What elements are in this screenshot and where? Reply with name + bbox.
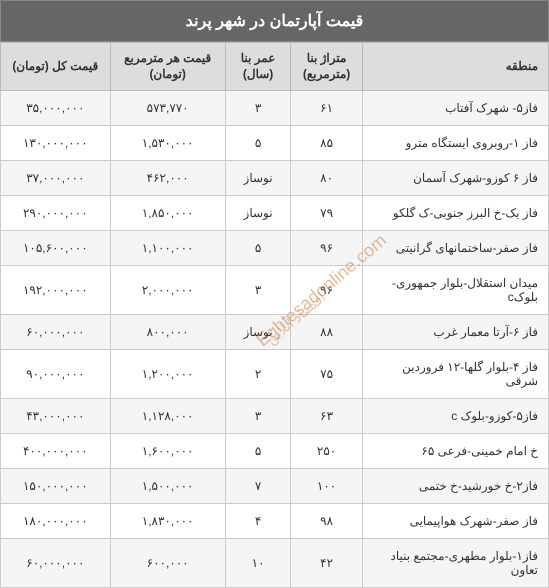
cell-area: ۴۲ bbox=[291, 539, 362, 588]
cell-area: ۸۸ bbox=[291, 315, 362, 350]
cell-price-sqm: ۱,۸۵۰,۰۰۰ bbox=[110, 196, 225, 231]
cell-total-price: ۴۰۰,۰۰۰,۰۰۰ bbox=[1, 434, 111, 469]
cell-region: فاز ۴-بلوار گلها-۱۲ فروردین شرقی bbox=[362, 350, 548, 399]
cell-total-price: ۳۷,۰۰۰,۰۰۰ bbox=[1, 161, 111, 196]
cell-age: ۱۰ bbox=[225, 539, 291, 588]
cell-region: فاز۵-کوزو-بلوک c bbox=[362, 399, 548, 434]
cell-region: فاز۵- شهرک آفتاب bbox=[362, 91, 548, 126]
cell-price-sqm: ۲,۰۰۰,۰۰۰ bbox=[110, 266, 225, 315]
header-region: منطقه bbox=[362, 43, 548, 91]
cell-age: ۳ bbox=[225, 91, 291, 126]
cell-area: ۹۶ bbox=[291, 231, 362, 266]
table-row: فاز۵- شهرک آفتاب۶۱۳۵۷۳,۷۷۰۳۵,۰۰۰,۰۰۰ bbox=[1, 91, 549, 126]
table-row: فاز ۱-روبروی ایستگاه مترو۸۵۵۱,۵۳۰,۰۰۰۱۳۰… bbox=[1, 126, 549, 161]
cell-price-sqm: ۵۷۳,۷۷۰ bbox=[110, 91, 225, 126]
cell-total-price: ۱۳۰,۰۰۰,۰۰۰ bbox=[1, 126, 111, 161]
cell-area: ۹۶ bbox=[291, 266, 362, 315]
cell-region: فاز صفر-ساختمانهای گرانیتی bbox=[362, 231, 548, 266]
table-row: فاز۲-خ خورشید-خ ختمی۱۰۰۷۱,۵۰۰,۰۰۰۱۵۰,۰۰۰… bbox=[1, 469, 549, 504]
cell-age: ۵ bbox=[225, 231, 291, 266]
cell-area: ۹۸ bbox=[291, 504, 362, 539]
cell-age: ۳ bbox=[225, 399, 291, 434]
header-age: عمر بنا (سال) bbox=[225, 43, 291, 91]
header-area: متراژ بنا (مترمربع) bbox=[291, 43, 362, 91]
table-row: فاز صفر-ساختمانهای گرانیتی۹۶۵۱,۱۰۰,۰۰۰۱۰… bbox=[1, 231, 549, 266]
cell-area: ۷۵ bbox=[291, 350, 362, 399]
cell-price-sqm: ۶۰۰,۰۰۰ bbox=[110, 539, 225, 588]
cell-area: ۸۰ bbox=[291, 161, 362, 196]
table-title: قیمت آپارتمان در شهر پرند bbox=[0, 0, 549, 42]
cell-total-price: ۶۰,۰۰۰,۰۰۰ bbox=[1, 315, 111, 350]
cell-age: ۵ bbox=[225, 126, 291, 161]
cell-total-price: ۱۵۰,۰۰۰,۰۰۰ bbox=[1, 469, 111, 504]
table-row: فاز ۶ کوزو-شهرک آسمان۸۰نوساز۴۶۲,۰۰۰۳۷,۰۰… bbox=[1, 161, 549, 196]
cell-area: ۶۱ bbox=[291, 91, 362, 126]
cell-area: ۲۵۰ bbox=[291, 434, 362, 469]
cell-area: ۶۳ bbox=[291, 399, 362, 434]
cell-total-price: ۹۰,۰۰۰,۰۰۰ bbox=[1, 350, 111, 399]
cell-total-price: ۳۵,۰۰۰,۰۰۰ bbox=[1, 91, 111, 126]
cell-age: نوساز bbox=[225, 315, 291, 350]
table-row: میدان استقلال-بلوار جمهوری-بلوکc۹۶۳۲,۰۰۰… bbox=[1, 266, 549, 315]
cell-region: میدان استقلال-بلوار جمهوری-بلوکc bbox=[362, 266, 548, 315]
cell-region: فاز ۱-روبروی ایستگاه مترو bbox=[362, 126, 548, 161]
price-data-table: منطقه متراژ بنا (مترمربع) عمر بنا (سال) … bbox=[0, 42, 549, 588]
cell-price-sqm: ۱,۱۲۸,۰۰۰ bbox=[110, 399, 225, 434]
cell-price-sqm: ۱,۵۳۰,۰۰۰ bbox=[110, 126, 225, 161]
cell-price-sqm: ۱,۵۰۰,۰۰۰ bbox=[110, 469, 225, 504]
cell-price-sqm: ۱,۶۰۰,۰۰۰ bbox=[110, 434, 225, 469]
cell-total-price: ۱۰۵,۶۰۰,۰۰۰ bbox=[1, 231, 111, 266]
cell-price-sqm: ۱,۸۳۰,۰۰۰ bbox=[110, 504, 225, 539]
table-row: فاز۵-کوزو-بلوک c۶۳۳۱,۱۲۸,۰۰۰۴۳,۰۰۰,۰۰۰ bbox=[1, 399, 549, 434]
cell-region: فاز ۶-آرتا معمار غرب bbox=[362, 315, 548, 350]
cell-region: فاز صفر-شهرک هواپیمایی bbox=[362, 504, 548, 539]
header-total-price: قیمت کل (تومان) bbox=[1, 43, 111, 91]
cell-total-price: ۱۸۰,۰۰۰,۰۰۰ bbox=[1, 504, 111, 539]
table-row: فاز صفر-شهرک هواپیمایی۹۸۴۱,۸۳۰,۰۰۰۱۸۰,۰۰… bbox=[1, 504, 549, 539]
apartment-price-table: قیمت آپارتمان در شهر پرند منطقه متراژ بن… bbox=[0, 0, 549, 588]
cell-total-price: ۶۰,۰۰۰,۰۰۰ bbox=[1, 539, 111, 588]
cell-age: نوساز bbox=[225, 161, 291, 196]
cell-region: فاز یک-خ البرز جنوبی-ک گلکو bbox=[362, 196, 548, 231]
cell-price-sqm: ۴۶۲,۰۰۰ bbox=[110, 161, 225, 196]
table-body: فاز۵- شهرک آفتاب۶۱۳۵۷۳,۷۷۰۳۵,۰۰۰,۰۰۰فاز … bbox=[1, 91, 549, 588]
cell-price-sqm: ۱,۲۰۰,۰۰۰ bbox=[110, 350, 225, 399]
table-row: خ امام خمینی-فرعی ۶۵۲۵۰۵۱,۶۰۰,۰۰۰۴۰۰,۰۰۰… bbox=[1, 434, 549, 469]
cell-total-price: ۲۹۰,۰۰۰,۰۰۰ bbox=[1, 196, 111, 231]
cell-area: ۱۰۰ bbox=[291, 469, 362, 504]
table-row: فاز ۶-آرتا معمار غرب۸۸نوساز۸۰۰,۰۰۰۶۰,۰۰۰… bbox=[1, 315, 549, 350]
table-row: فاز یک-خ البرز جنوبی-ک گلکو۷۹نوساز۱,۸۵۰,… bbox=[1, 196, 549, 231]
cell-area: ۸۵ bbox=[291, 126, 362, 161]
table-row: فاز ۴-بلوار گلها-۱۲ فروردین شرقی۷۵۲۱,۲۰۰… bbox=[1, 350, 549, 399]
table-row: فاز۱-بلوار مطهری-مجتمع بنیاد تعاون۴۲۱۰۶۰… bbox=[1, 539, 549, 588]
header-row: منطقه متراژ بنا (مترمربع) عمر بنا (سال) … bbox=[1, 43, 549, 91]
cell-age: نوساز bbox=[225, 196, 291, 231]
cell-region: فاز۲-خ خورشید-خ ختمی bbox=[362, 469, 548, 504]
cell-age: ۴ bbox=[225, 504, 291, 539]
cell-region: خ امام خمینی-فرعی ۶۵ bbox=[362, 434, 548, 469]
cell-region: فاز ۶ کوزو-شهرک آسمان bbox=[362, 161, 548, 196]
cell-area: ۷۹ bbox=[291, 196, 362, 231]
cell-price-sqm: ۸۰۰,۰۰۰ bbox=[110, 315, 225, 350]
cell-age: ۲ bbox=[225, 350, 291, 399]
cell-age: ۳ bbox=[225, 266, 291, 315]
cell-age: ۵ bbox=[225, 434, 291, 469]
cell-region: فاز۱-بلوار مطهری-مجتمع بنیاد تعاون bbox=[362, 539, 548, 588]
cell-total-price: ۱۹۲,۰۰۰,۰۰۰ bbox=[1, 266, 111, 315]
cell-price-sqm: ۱,۱۰۰,۰۰۰ bbox=[110, 231, 225, 266]
cell-age: ۷ bbox=[225, 469, 291, 504]
header-price-sqm: قیمت هر مترمربع (تومان) bbox=[110, 43, 225, 91]
cell-total-price: ۴۳,۰۰۰,۰۰۰ bbox=[1, 399, 111, 434]
